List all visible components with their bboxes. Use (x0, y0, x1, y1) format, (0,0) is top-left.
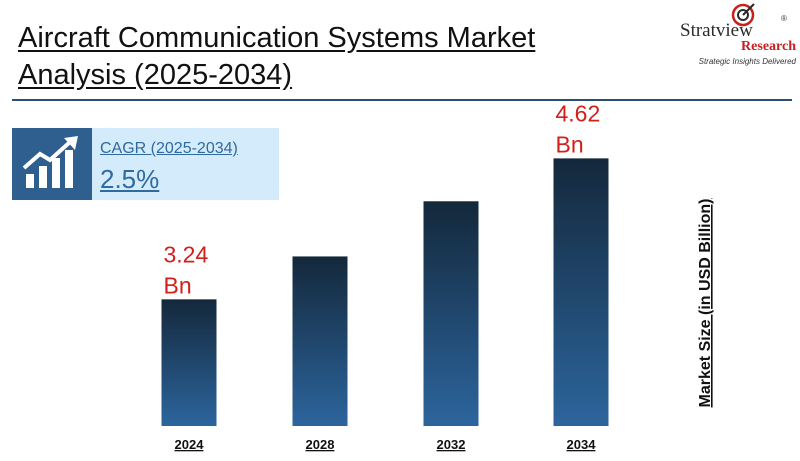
logo-tagline: Strategic Insights Delivered (698, 57, 796, 66)
cagr-panel: CAGR (2025-2034) 2.5% (12, 128, 279, 200)
cagr-icon-panel (12, 128, 92, 200)
cagr-value: 2.5% (100, 164, 160, 194)
data-label-value: 3.24 (164, 241, 209, 267)
x-tick-label: 2028 (306, 437, 335, 452)
brand-logo: Stratview ® Research Strategic Insights … (672, 2, 798, 68)
y-axis-label: Market Size (in USD Billion) (697, 199, 714, 408)
title-line-2: Analysis (2025-2034) (18, 59, 293, 91)
cagr-label: CAGR (2025-2034) (100, 140, 238, 157)
x-tick-label: 2034 (567, 437, 597, 452)
data-label-unit: Bn (164, 272, 192, 298)
bar-2028 (292, 256, 348, 426)
x-tick-label: 2032 (437, 437, 466, 452)
header-divider (12, 99, 792, 101)
bar-2024 (161, 299, 217, 426)
x-tick-label: 2024 (175, 437, 205, 452)
growth-chart-icon (22, 136, 78, 188)
data-label-value: 4.62 (556, 100, 601, 126)
data-label-unit: Bn (556, 131, 584, 157)
page-title: Aircraft Communication Systems Market An… (18, 20, 598, 94)
bar-2034 (553, 158, 609, 426)
title-line-1: Aircraft Communication Systems Market (18, 22, 536, 54)
target-logo-icon (731, 3, 755, 27)
y-axis-label-text: Market Size (in USD Billion) (697, 199, 714, 408)
logo-registered-mark: ® (781, 14, 787, 23)
logo-brand-text: Stratview (680, 20, 753, 41)
logo-sub-text: Research (741, 39, 796, 54)
bar-2032 (423, 201, 479, 426)
